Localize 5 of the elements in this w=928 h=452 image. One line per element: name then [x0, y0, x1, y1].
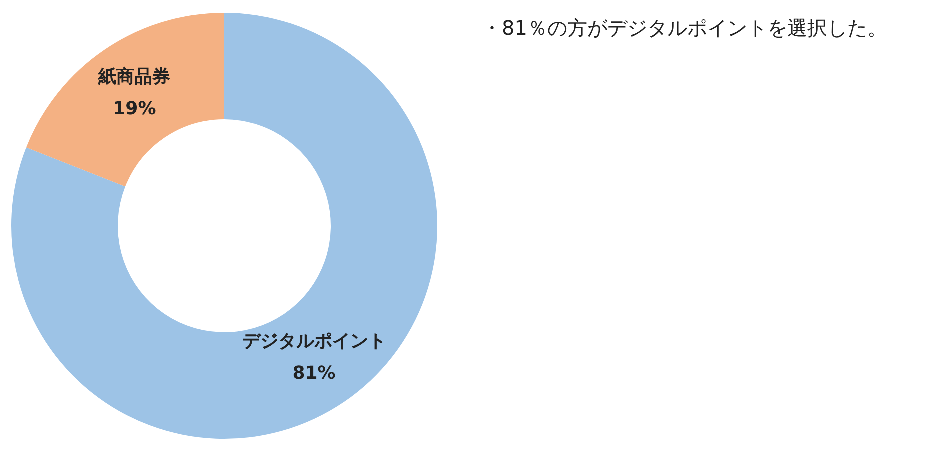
- data-label: 19%: [113, 98, 156, 120]
- slice-label: 紙商品券: [98, 66, 171, 88]
- slice-label: デジタルポイント: [242, 330, 386, 352]
- data-label: 81%: [292, 362, 336, 384]
- text: ・81％の方がデジタルポイントを選択した。: [482, 15, 888, 42]
